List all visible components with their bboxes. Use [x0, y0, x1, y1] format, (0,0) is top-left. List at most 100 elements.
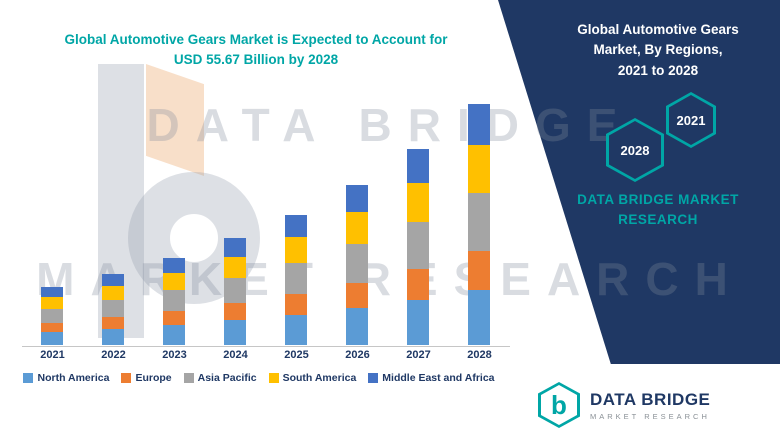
side-panel-title: Global Automotive Gears Market, By Regio… — [558, 20, 758, 81]
company-logo-glyph: b — [551, 390, 567, 420]
bar-column-2028: 2028 — [467, 86, 492, 364]
legend-label: Middle East and Africa — [382, 372, 495, 384]
hexagon-year-label: 2021 — [676, 112, 706, 128]
plot-area: 2021 2022 2023 2024 2025 2026 2027 2028 — [22, 86, 510, 364]
side-panel-title-line1: Global Automotive Gears — [577, 22, 739, 37]
bar-column-2022: 2022 — [101, 86, 126, 364]
bar-segment-asia-pacific — [102, 300, 125, 318]
chart-title: Global Automotive Gears Market is Expect… — [28, 30, 484, 69]
bar-segment-europe — [224, 303, 247, 321]
x-axis-label: 2027 — [406, 349, 431, 361]
legend-item-asia-pacific: Asia Pacific — [183, 372, 257, 384]
side-panel-title-line3: 2021 to 2028 — [617, 62, 699, 78]
brand-text-line2: RESEARCH — [618, 212, 698, 228]
chart-legend: North America Europe Asia Pacific South Ame… — [6, 372, 512, 384]
legend-label: Asia Pacific — [197, 372, 257, 384]
side-panel-content: Global Automotive Gears Market, By Regio… — [498, 0, 780, 364]
bar-segment-asia-pacific — [285, 263, 308, 295]
x-axis-line — [22, 346, 510, 347]
bar-segment-south-america — [224, 256, 247, 278]
bar-column-2023: 2023 — [162, 86, 187, 364]
legend-item-south-america: South America — [268, 372, 357, 384]
chart-title-line1: Global Automotive Gears Market is Expect… — [64, 32, 448, 47]
company-logo-icon: b — [538, 382, 580, 428]
bar-segment-europe — [468, 251, 491, 290]
bar-segment-middle-east-and-africa — [41, 286, 64, 297]
x-axis-label: 2028 — [467, 349, 492, 361]
bar-segment-asia-pacific — [346, 244, 369, 283]
side-panel-title-line2: Market, By Regions, — [593, 42, 723, 58]
bar-segment-north-america — [346, 308, 369, 345]
hexagon-year-2028: 2028 — [606, 118, 664, 182]
x-axis-label: 2022 — [101, 349, 126, 361]
bar-segment-south-america — [407, 182, 430, 222]
x-axis-label: 2026 — [345, 349, 370, 361]
bar-column-2021: 2021 — [40, 86, 65, 364]
bar-segment-north-america — [41, 331, 64, 345]
hexagon-inner — [609, 121, 661, 179]
bar-stack — [285, 214, 308, 345]
x-axis-label: 2021 — [40, 349, 65, 361]
bar-stack — [224, 238, 247, 345]
bar-column-2025: 2025 — [284, 86, 309, 364]
company-logo-text: DATA BRIDGE MARKET RESEARCH — [590, 390, 710, 421]
brand-text: DATA BRIDGE MARKET RESEARCH — [564, 190, 752, 231]
bar-segment-europe — [102, 317, 125, 329]
bar-segment-north-america — [102, 328, 125, 345]
bar-column-2027: 2027 — [406, 86, 431, 364]
legend-swatch — [368, 373, 379, 383]
company-logo-subtitle: MARKET RESEARCH — [590, 411, 710, 421]
bar-segment-asia-pacific — [468, 193, 491, 252]
x-axis-label: 2024 — [223, 349, 248, 361]
bar-segment-south-america — [163, 273, 186, 291]
bar-segment-middle-east-and-africa — [346, 184, 369, 212]
bar-stack — [346, 184, 369, 345]
bar-segment-north-america — [407, 299, 430, 345]
bar-stack — [468, 103, 491, 345]
legend-label: North America — [37, 372, 110, 384]
legend-label: Europe — [135, 372, 172, 384]
bar-stack — [163, 258, 186, 345]
legend-item-europe: Europe — [121, 372, 172, 384]
legend-swatch — [121, 373, 132, 383]
x-axis-label: 2025 — [284, 349, 309, 361]
bar-segment-asia-pacific — [163, 290, 186, 312]
bar-segment-north-america — [285, 315, 308, 345]
bar-segment-europe — [285, 294, 308, 316]
bar-segment-middle-east-and-africa — [224, 238, 247, 257]
bar-column-2026: 2026 — [345, 86, 370, 364]
bar-stack — [41, 286, 64, 345]
bar-segment-asia-pacific — [41, 308, 64, 323]
hexagon-year-label: 2028 — [620, 142, 650, 158]
bar-segment-middle-east-and-africa — [163, 258, 186, 274]
legend-swatch — [23, 373, 34, 383]
bar-segment-south-america — [346, 211, 369, 245]
legend-item-middle-east-and-africa: Middle East and Africa — [368, 372, 495, 384]
legend-swatch — [268, 373, 279, 383]
bar-segment-south-america — [102, 286, 125, 301]
bar-segment-middle-east-and-africa — [468, 103, 491, 145]
bar-segment-asia-pacific — [224, 277, 247, 304]
legend-label: South America — [282, 372, 357, 384]
company-logo-name: DATA BRIDGE — [590, 389, 711, 409]
brand-text-line1: DATA BRIDGE MARKET — [577, 192, 739, 207]
x-axis-label: 2023 — [162, 349, 187, 361]
hexagon-year-2021: 2021 — [666, 92, 716, 148]
legend-swatch — [183, 373, 194, 383]
bar-segment-north-america — [468, 289, 491, 345]
bar-segment-south-america — [285, 237, 308, 264]
bar-segment-south-america — [468, 144, 491, 194]
bar-segment-europe — [163, 311, 186, 326]
bar-segment-middle-east-and-africa — [407, 149, 430, 183]
bar-segment-south-america — [41, 296, 64, 309]
bar-stack — [102, 273, 125, 345]
bar-chart: 2021 2022 2023 2024 2025 2026 2027 2028 — [22, 86, 510, 366]
bar-segment-europe — [407, 268, 430, 300]
bar-segment-europe — [346, 282, 369, 309]
bar-segment-north-america — [224, 320, 247, 345]
company-logo: b DATA BRIDGE MARKET RESEARCH — [538, 382, 710, 428]
bar-segment-europe — [41, 322, 64, 332]
bar-segment-north-america — [163, 325, 186, 345]
bar-segment-middle-east-and-africa — [102, 273, 125, 287]
